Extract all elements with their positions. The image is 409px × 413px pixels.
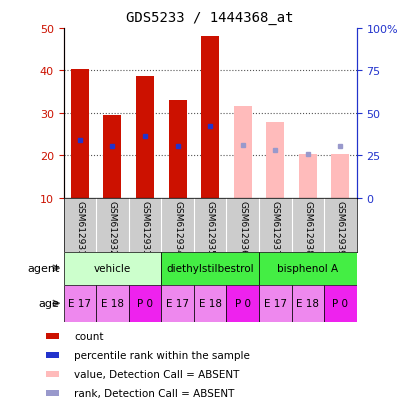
- Text: E 18: E 18: [101, 299, 124, 309]
- Text: agent: agent: [27, 263, 59, 273]
- Bar: [266, 123, 283, 198]
- Text: GSM612935: GSM612935: [205, 201, 214, 256]
- Text: bisphenol A: bisphenol A: [276, 263, 337, 273]
- Bar: [161, 252, 258, 285]
- Text: count: count: [74, 331, 103, 341]
- Text: GSM612939: GSM612939: [335, 201, 344, 256]
- Bar: [233, 107, 251, 198]
- Text: GSM612931: GSM612931: [75, 201, 84, 256]
- Text: GSM612933: GSM612933: [140, 201, 149, 256]
- Bar: [298, 154, 316, 198]
- Bar: [193, 285, 226, 322]
- Bar: [128, 285, 161, 322]
- Text: value, Detection Call = ABSENT: value, Detection Call = ABSENT: [74, 369, 239, 379]
- Text: percentile rank within the sample: percentile rank within the sample: [74, 350, 249, 360]
- Text: E 17: E 17: [263, 299, 286, 309]
- Title: GDS5233 / 1444368_at: GDS5233 / 1444368_at: [126, 11, 293, 25]
- Bar: [63, 285, 96, 322]
- Text: E 17: E 17: [68, 299, 91, 309]
- Text: rank, Detection Call = ABSENT: rank, Detection Call = ABSENT: [74, 388, 234, 398]
- Bar: [46, 333, 59, 339]
- Bar: [258, 252, 356, 285]
- Text: GSM612938: GSM612938: [303, 201, 312, 256]
- Bar: [46, 371, 59, 377]
- Bar: [63, 252, 161, 285]
- Bar: [330, 154, 348, 198]
- Bar: [258, 285, 291, 322]
- Text: GSM612932: GSM612932: [108, 201, 117, 256]
- Text: P 0: P 0: [332, 299, 348, 309]
- Bar: [71, 70, 89, 198]
- Text: E 18: E 18: [198, 299, 221, 309]
- Text: E 17: E 17: [166, 299, 189, 309]
- Bar: [291, 285, 324, 322]
- Bar: [46, 390, 59, 396]
- Text: age: age: [38, 299, 59, 309]
- Text: GSM612937: GSM612937: [270, 201, 279, 256]
- Bar: [96, 285, 128, 322]
- Text: GSM612934: GSM612934: [173, 201, 182, 256]
- Bar: [46, 352, 59, 358]
- Bar: [226, 285, 258, 322]
- Bar: [103, 116, 121, 198]
- Bar: [136, 77, 153, 198]
- Text: P 0: P 0: [137, 299, 153, 309]
- Text: GSM612936: GSM612936: [238, 201, 247, 256]
- Text: P 0: P 0: [234, 299, 250, 309]
- Text: diethylstilbestrol: diethylstilbestrol: [166, 263, 253, 273]
- Bar: [201, 37, 218, 198]
- Bar: [324, 285, 356, 322]
- Bar: [161, 285, 193, 322]
- Text: vehicle: vehicle: [94, 263, 131, 273]
- Text: E 18: E 18: [296, 299, 319, 309]
- Bar: [168, 101, 186, 198]
